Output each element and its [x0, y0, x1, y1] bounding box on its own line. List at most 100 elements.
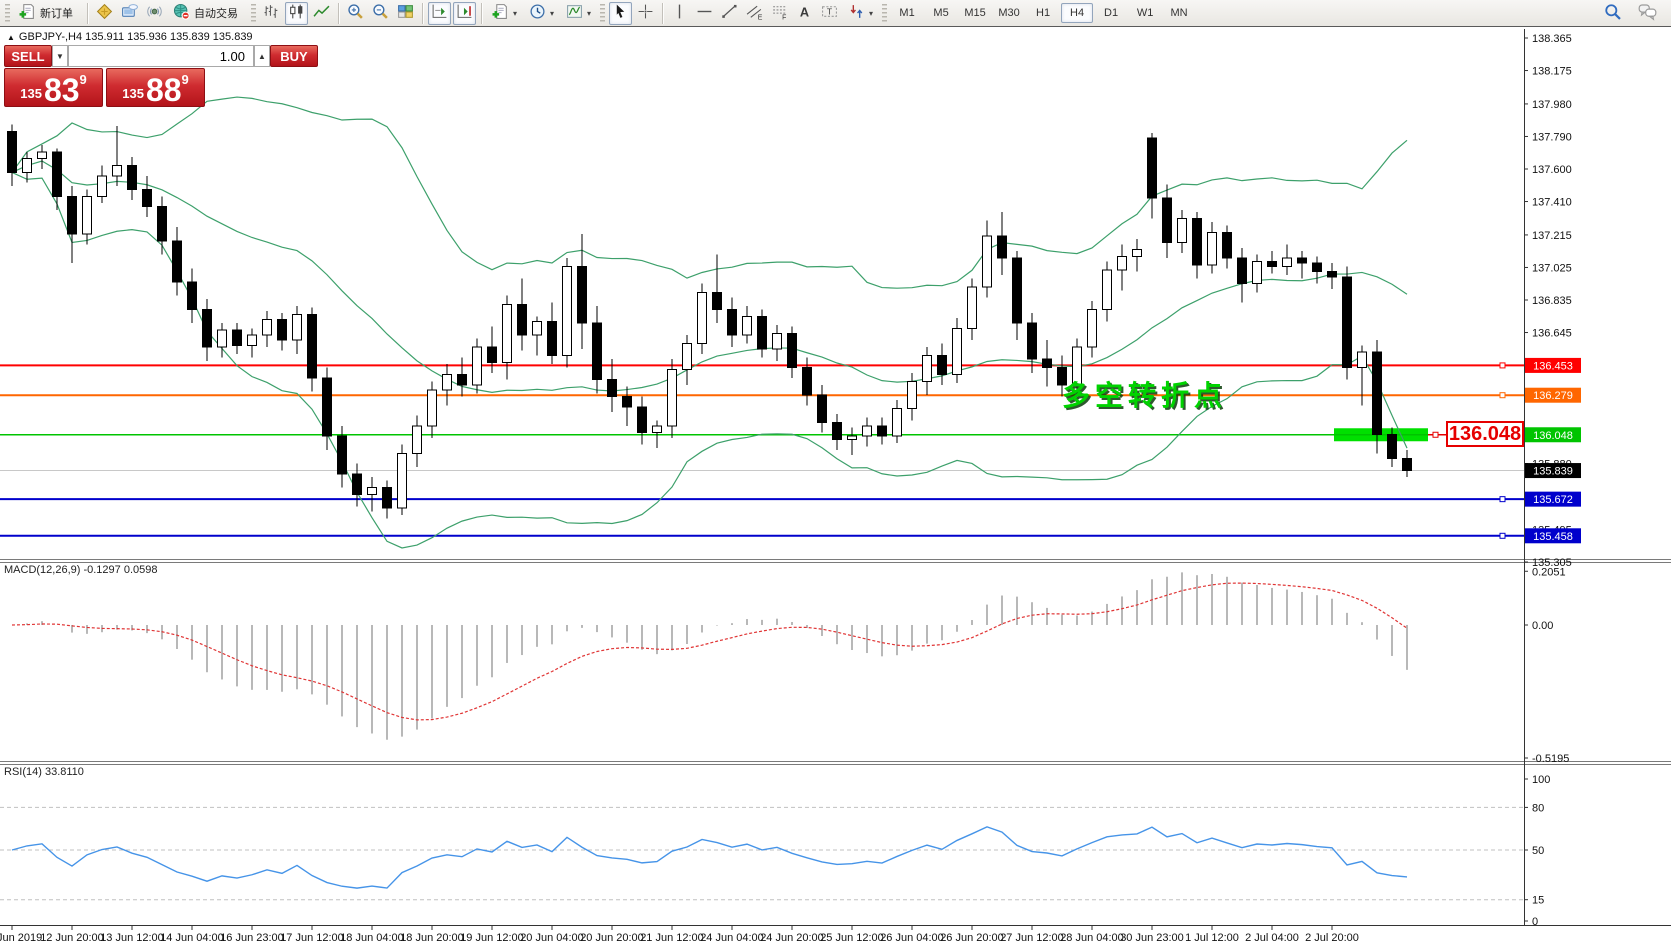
- time-tick-label: 26 Jun 04:00: [880, 932, 944, 944]
- macd-scale-label: -0.5195: [1532, 753, 1569, 765]
- text-label-tool-button[interactable]: T: [818, 2, 841, 25]
- hline-handle[interactable]: [1499, 496, 1506, 503]
- arrows-tool-button[interactable]: ▾: [843, 2, 878, 25]
- trendline-tool-button[interactable]: [718, 2, 741, 25]
- candlestick-icon: [288, 3, 305, 23]
- bid-price-box-text: 135.839: [1533, 466, 1573, 478]
- toolbar-grip[interactable]: [600, 4, 606, 22]
- time-tick-label: 2 Jul 20:00: [1305, 932, 1359, 944]
- time-tick-label: 18 Jun 04:00: [340, 932, 404, 944]
- collapse-arrow-icon[interactable]: ▲: [7, 33, 15, 42]
- axis-price-box: [1525, 357, 1581, 373]
- toolbar-grip[interactable]: [251, 4, 256, 22]
- new-order-button[interactable]: 新订单: [14, 2, 82, 25]
- symbol-header: ▲ GBPJPY-,H4 135.911 135.936 135.839 135.…: [7, 31, 253, 43]
- history-center-button[interactable]: [93, 2, 116, 25]
- sell-price-box[interactable]: 135 83 9: [4, 68, 103, 107]
- sell-button[interactable]: SELL: [4, 45, 52, 67]
- macd-scale-label: 0.2051: [1532, 566, 1566, 578]
- buy-price-box[interactable]: 135 88 9: [106, 68, 205, 107]
- time-tick-label: 24 Jun 20:00: [760, 932, 824, 944]
- broadcast-icon: [146, 3, 163, 23]
- volume-decrease-button[interactable]: ▼: [52, 45, 68, 67]
- volume-increase-button[interactable]: ▲: [254, 45, 270, 67]
- crosshair-tool-button[interactable]: [634, 2, 657, 25]
- line-chart-mode-button[interactable]: [310, 2, 333, 25]
- chart-shift-button[interactable]: [453, 1, 476, 25]
- timeframe-m15-button[interactable]: M15: [964, 7, 986, 19]
- price-tick-label: 135.305: [1532, 557, 1572, 569]
- time-tick-label: 16 Jun 23:00: [220, 932, 284, 944]
- axis-price-box: [1525, 528, 1581, 544]
- timeframe-h4-button[interactable]: H4: [1061, 3, 1094, 23]
- callout-handle[interactable]: [1432, 431, 1439, 438]
- chat-icon[interactable]: [1638, 2, 1657, 24]
- timeframe-m5-button[interactable]: M5: [933, 7, 949, 19]
- templates-button[interactable]: ▾: [487, 2, 522, 25]
- timeframe-w1-button[interactable]: W1: [1136, 7, 1154, 19]
- spin-down-icon: ▼: [56, 51, 64, 61]
- text-tool-button[interactable]: A: [793, 2, 816, 25]
- periods-button[interactable]: ▾: [524, 2, 559, 25]
- svg-text:T: T: [827, 7, 832, 17]
- toolbar-separator: [422, 2, 423, 24]
- time-tick-label: 24 Jun 04:00: [700, 932, 764, 944]
- time-tick-label: 1 Jul 12:00: [1185, 932, 1239, 944]
- timeframe-h1-button[interactable]: H1: [1036, 7, 1051, 19]
- indicators-button[interactable]: ▾: [561, 2, 596, 25]
- macd-scale-label: 0.00: [1532, 620, 1553, 632]
- new-order-label: 新订单: [40, 8, 73, 20]
- hline-handle[interactable]: [1499, 532, 1506, 539]
- rsi-level-label: 50: [1532, 845, 1544, 857]
- price-tick-label: 137.790: [1532, 131, 1572, 143]
- buy-button[interactable]: BUY: [270, 45, 318, 67]
- chart-annotation-text[interactable]: 多空转折点: [1062, 380, 1228, 411]
- time-tick-label: 19 Jun 12:00: [460, 932, 524, 944]
- candles: [7, 124, 1412, 519]
- axis-price-box: [1525, 491, 1581, 507]
- timeframe-m1-button[interactable]: M1: [899, 7, 915, 19]
- toolbar-separator: [338, 2, 339, 24]
- timeframe-m30-button[interactable]: M30: [998, 7, 1020, 19]
- channel-tool-button[interactable]: E: [743, 2, 766, 25]
- hline-handle[interactable]: [1499, 392, 1506, 399]
- time-tick-label: 30 Jun 23:00: [1120, 932, 1184, 944]
- dropdown-caret-icon: ▾: [587, 8, 592, 18]
- tile-windows-icon: [397, 3, 414, 23]
- zoom-out-button[interactable]: [369, 2, 392, 25]
- search-icon[interactable]: [1604, 3, 1622, 24]
- toolbar-grip[interactable]: [5, 4, 10, 22]
- sell-price-prefix: 135: [20, 86, 42, 101]
- autotrade-button[interactable]: 自动交易: [168, 2, 247, 25]
- text-tool-icon: A: [796, 3, 813, 23]
- timeframe-mn-button[interactable]: MN: [1170, 7, 1188, 19]
- candlestick-mode-button[interactable]: [285, 1, 308, 25]
- broadcast-button[interactable]: [143, 2, 166, 25]
- line-chart-icon: [313, 3, 330, 23]
- toolbar-grip[interactable]: [882, 4, 888, 22]
- fibonacci-tool-button[interactable]: F: [768, 2, 791, 25]
- auto-scroll-button[interactable]: [428, 1, 451, 25]
- hline-handle[interactable]: [1499, 362, 1506, 369]
- cursor-tool-button[interactable]: [609, 1, 633, 25]
- price-tick-label: 136.645: [1532, 328, 1572, 340]
- axis-price-box-text: 136.048: [1533, 430, 1573, 442]
- time-tick-label: 2 Jul 04:00: [1245, 932, 1299, 944]
- virtual-hosting-button[interactable]: [118, 2, 141, 25]
- axis-price-box-text: 136.453: [1533, 360, 1573, 372]
- vertical-line-tool-button[interactable]: [668, 2, 691, 25]
- rsi-level-label: 100: [1532, 774, 1550, 786]
- timeframe-d1-button[interactable]: D1: [1104, 7, 1119, 19]
- level-price-callout[interactable]: 136.048: [1446, 421, 1524, 447]
- axis-price-box: [1525, 427, 1581, 443]
- dropdown-caret-icon: ▾: [550, 8, 555, 18]
- zoom-in-button[interactable]: [344, 2, 367, 25]
- channel-icon: E: [746, 3, 763, 23]
- autotrade-label: 自动交易: [194, 8, 238, 20]
- horizontal-line-tool-button[interactable]: [693, 2, 716, 25]
- bar-chart-mode-button[interactable]: [260, 2, 283, 25]
- sell-price-main: 83: [43, 71, 80, 108]
- volume-input[interactable]: [68, 45, 254, 67]
- tile-windows-button[interactable]: [394, 2, 417, 25]
